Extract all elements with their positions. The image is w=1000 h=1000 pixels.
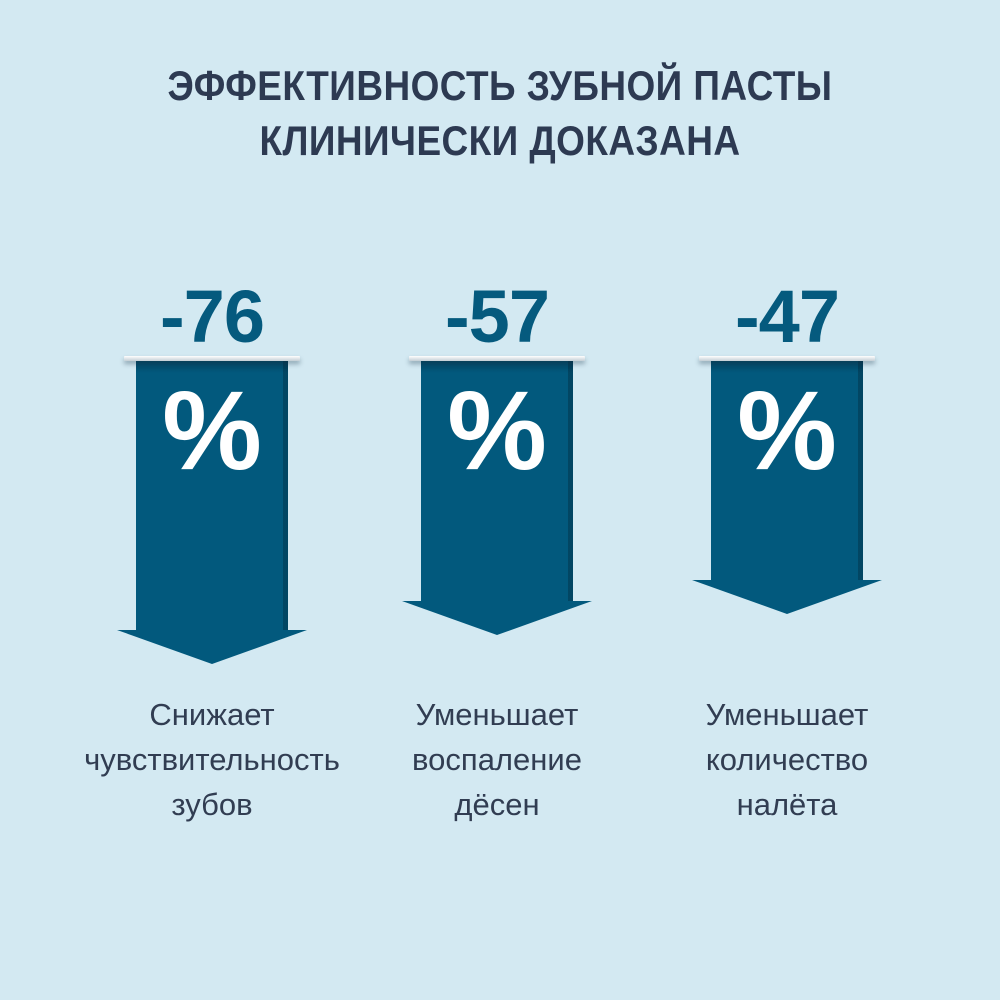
stat-label: Уменьшает количество налёта [705, 697, 869, 822]
arrow-top-bar [409, 356, 585, 361]
arrow-top-bar [699, 356, 875, 361]
page-title: ЭФФЕКТИВНОСТЬ ЗУБНОЙ ПАСТЫ КЛИНИЧЕСКИ ДО… [0, 58, 1000, 168]
percent-sign: % [737, 368, 837, 493]
arrow-body: % [421, 361, 573, 601]
arrow-body: % [136, 361, 288, 630]
stat-value: -47 [735, 275, 840, 358]
arrow-head [117, 630, 307, 664]
arrow-body: % [711, 361, 863, 580]
stat-column-plaque: -47 % Уменьшает количество налёта [627, 0, 947, 1000]
percent-sign: % [447, 368, 547, 493]
stat-label: Снижает чувствительность зубов [84, 697, 340, 822]
arrow-head [692, 580, 882, 614]
stat-label: Уменьшает воспаление дёсен [412, 697, 582, 822]
percent-sign: % [162, 368, 262, 493]
stat-value: -57 [445, 275, 550, 358]
stat-column-inflammation: -57 % Уменьшает воспаление дёсен [337, 0, 657, 1000]
title-line-2: КЛИНИЧЕСКИ ДОКАЗАНА [259, 117, 741, 164]
arrow-top-bar [124, 356, 300, 361]
down-arrow-icon: % [402, 356, 592, 635]
arrow-head [402, 601, 592, 635]
stat-column-sensitivity: -76 % Снижает чувствительность зубов [52, 0, 372, 1000]
down-arrow-icon: % [692, 356, 882, 614]
title-line-1: ЭФФЕКТИВНОСТЬ ЗУБНОЙ ПАСТЫ [167, 62, 833, 109]
down-arrow-icon: % [117, 356, 307, 664]
stat-value: -76 [160, 275, 265, 358]
